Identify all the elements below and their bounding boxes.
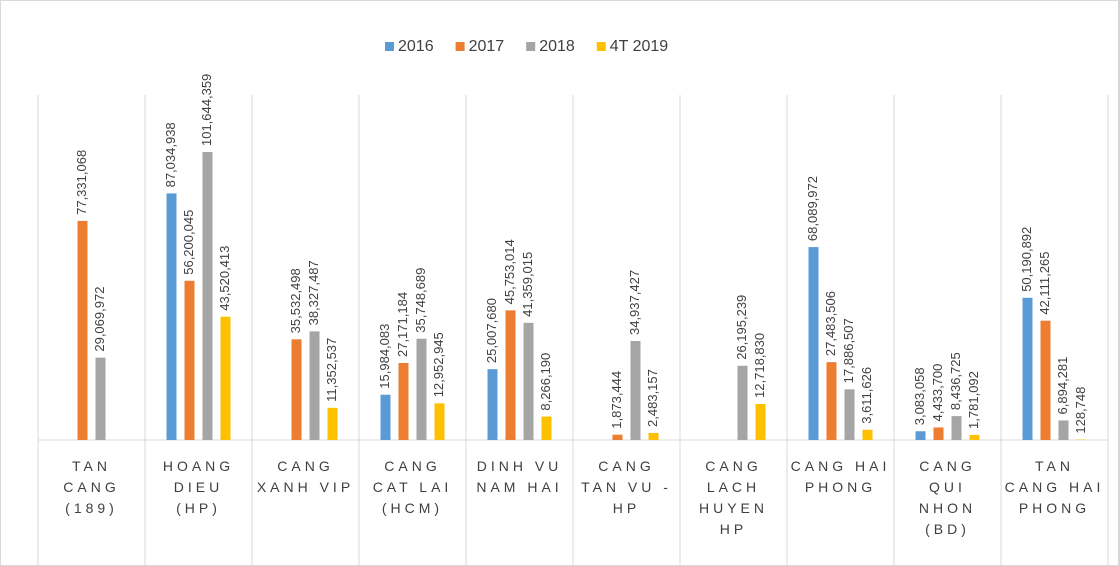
- x-tick-label: CANG QUI NHON (BD): [918, 458, 977, 537]
- x-tick-label: HOANG DIEU (HP): [162, 458, 235, 516]
- x-tick-label: DINH VU NAM HAI: [476, 458, 563, 495]
- bar: [1022, 297, 1033, 440]
- bar: [755, 403, 766, 440]
- x-tick-label: CANG TAN VU - HP: [581, 458, 672, 516]
- bar: [951, 416, 962, 440]
- data-label: 8,436,725: [948, 352, 963, 410]
- data-label: 6,894,281: [1055, 357, 1070, 415]
- bar: [523, 322, 534, 440]
- data-label: 41,359,015: [520, 252, 535, 317]
- bar: [737, 365, 748, 440]
- data-label: 8,266,190: [538, 353, 553, 411]
- bar: [380, 394, 391, 440]
- legend-swatch: [526, 42, 536, 51]
- bar: [933, 427, 944, 440]
- data-label: 3,083,058: [912, 367, 927, 425]
- data-label: 29,069,972: [92, 287, 107, 352]
- legend-swatch: [455, 42, 465, 51]
- bar: [1058, 420, 1069, 440]
- data-label: 3,611,626: [859, 367, 874, 424]
- data-label: 87,034,938: [163, 122, 178, 187]
- data-label: 2,483,157: [645, 369, 660, 427]
- bar: [648, 432, 659, 440]
- data-label: 42,111,265: [1037, 252, 1052, 315]
- bar: [77, 220, 88, 440]
- data-label: 27,171,184: [395, 292, 410, 357]
- bar: [612, 434, 623, 440]
- bar: [398, 363, 409, 440]
- bar: [915, 431, 926, 440]
- bar: [844, 389, 855, 440]
- data-label: 26,195,239: [734, 295, 749, 360]
- data-label: 12,718,830: [752, 333, 767, 398]
- data-label: 68,089,972: [805, 176, 820, 241]
- data-label: 11,352,537: [324, 338, 339, 402]
- data-label: 128,748: [1073, 387, 1088, 434]
- data-label: 1,873,444: [609, 371, 624, 429]
- data-label: 43,520,413: [217, 246, 232, 311]
- data-label: 77,331,068: [74, 150, 89, 215]
- legend-label: 4T 2019: [610, 38, 669, 55]
- data-label: 4,433,700: [930, 364, 945, 422]
- x-tick-label: TAN CANG (189): [63, 458, 120, 516]
- data-label: 1,781,092: [966, 371, 981, 429]
- bar: [309, 331, 320, 440]
- data-label: 45,753,014: [502, 239, 517, 304]
- bar: [166, 193, 177, 440]
- data-label: 17,886,507: [841, 318, 856, 383]
- data-label: 12,952,945: [431, 332, 446, 397]
- data-label: 56,200,045: [181, 210, 196, 275]
- x-tick-label: CANG CAT LAI (HCM): [372, 458, 453, 516]
- bar: [541, 416, 552, 440]
- data-label: 38,327,487: [306, 260, 321, 325]
- x-tick-label: CANG LACH HUYEN HP: [698, 458, 768, 537]
- bar: [184, 280, 195, 440]
- data-label: 25,007,680: [484, 298, 499, 363]
- bar: [291, 339, 302, 440]
- bar: [416, 338, 427, 440]
- legend-swatch: [596, 42, 606, 51]
- bar: [969, 434, 980, 440]
- bar: [808, 247, 819, 440]
- bar: [505, 310, 516, 440]
- data-label: 50,190,892: [1019, 227, 1034, 292]
- data-label: 15,984,083: [377, 324, 392, 389]
- bar: [826, 362, 837, 440]
- data-label: 101,644,359: [199, 74, 214, 146]
- data-label: 35,532,498: [288, 268, 303, 333]
- bar: [220, 316, 231, 440]
- bar: [1040, 320, 1051, 440]
- bar: [95, 357, 106, 440]
- data-label: 34,937,427: [627, 270, 642, 335]
- bar: [487, 369, 498, 440]
- bar: [862, 429, 873, 440]
- x-tick-label: TAN CANG HAI PHONG: [1004, 458, 1105, 516]
- legend-label: 2018: [539, 38, 575, 55]
- bar: [630, 341, 641, 440]
- legend-swatch: [385, 42, 394, 51]
- data-label: 35,748,689: [413, 268, 428, 333]
- bar: [202, 152, 213, 441]
- bar: [434, 403, 445, 440]
- data-label: 27,483,506: [823, 291, 838, 356]
- x-tick-label: CANG XANH VIP: [256, 458, 355, 495]
- x-tick-label: CANG HAI PHONG: [790, 458, 891, 495]
- bar: [327, 407, 338, 440]
- legend-label: 2016: [398, 38, 434, 55]
- legend-label: 2017: [469, 38, 505, 55]
